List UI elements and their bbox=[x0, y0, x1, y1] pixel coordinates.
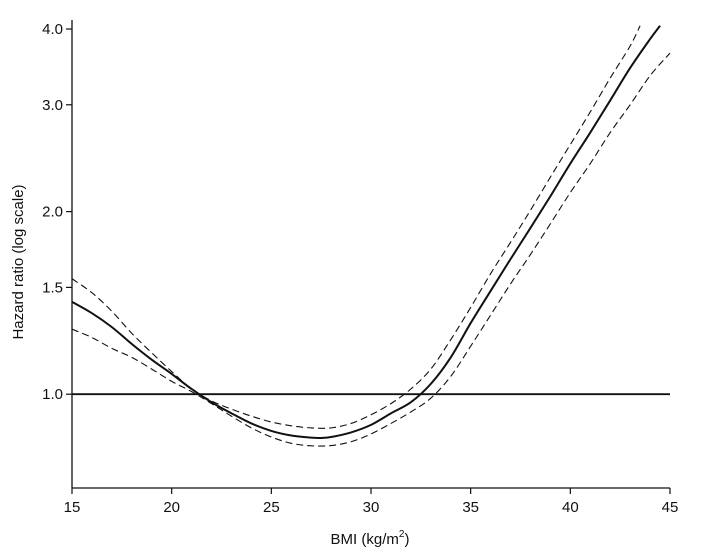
tick-layer: 15 20 25 30 35 40 45 1.0 1.5 2.0 3.0 4.0 bbox=[42, 21, 678, 516]
y-tick-label: 1.5 bbox=[42, 279, 63, 296]
x-axis-label: BMI (kg/m2) bbox=[331, 529, 410, 548]
chart-frame bbox=[71, 20, 670, 489]
x-tick-label: 30 bbox=[363, 499, 380, 516]
x-tick-label: 35 bbox=[462, 499, 479, 516]
x-tick-label: 25 bbox=[263, 499, 280, 516]
x-tick-label: 20 bbox=[163, 499, 180, 516]
x-tick-label: 40 bbox=[562, 499, 579, 516]
x-tick-label: 15 bbox=[64, 499, 81, 516]
y-axis-label: Hazard ratio (log scale) bbox=[10, 184, 27, 339]
y-tick-label: 3.0 bbox=[42, 97, 63, 114]
y-tick-label: 1.0 bbox=[42, 386, 63, 403]
series-layer bbox=[71, 25, 671, 447]
x-tick-label: 45 bbox=[662, 499, 679, 516]
confidence-band-line-2 bbox=[71, 52, 671, 447]
y-tick-label: 4.0 bbox=[42, 21, 63, 38]
y-tick-label: 2.0 bbox=[42, 204, 63, 221]
confidence-band-line-1 bbox=[71, 25, 641, 429]
hazard-ratio-line bbox=[71, 25, 661, 440]
